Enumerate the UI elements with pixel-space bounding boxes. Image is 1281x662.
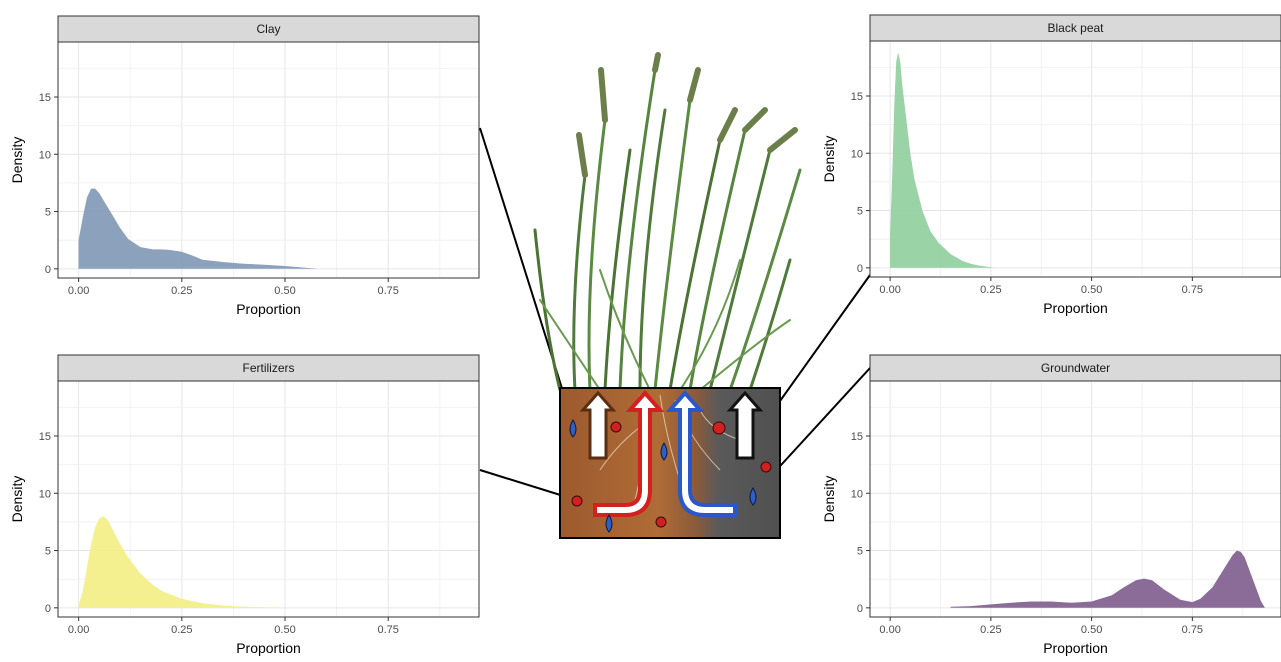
x-tick-label: 0.00 — [68, 624, 89, 636]
y-tick-label: 5 — [857, 546, 863, 558]
y-tick-label: 5 — [45, 546, 51, 558]
panel-clay: Clay 0.00 0.25 0.50 0.75 0 5 10 15 Proportion Dens… — [9, 15, 480, 317]
panel-title: Black peat — [1047, 21, 1104, 35]
arrow-black-icon — [726, 390, 764, 460]
density-panels: Clay 0.00 0.25 0.50 0.75 0 5 10 15 Proportion Dens… — [9, 14, 1281, 656]
y-tick-label: 5 — [857, 206, 863, 218]
x-tick-label: 0.25 — [171, 624, 192, 636]
x-tick-label: 0.25 — [980, 284, 1001, 296]
x-tick-label: 0.25 — [171, 285, 192, 297]
density-area-clay — [78, 188, 318, 269]
y-tick-label: 15 — [851, 431, 863, 443]
nutrient-dot-icon — [610, 421, 622, 433]
x-tick-label: 0.00 — [68, 285, 89, 297]
panel-strip — [869, 354, 1281, 382]
plot-border — [869, 380, 1281, 618]
y-axis-label: Density — [9, 137, 25, 184]
x-tick-label: 0.50 — [274, 285, 295, 297]
grass-plant-icon — [533, 52, 802, 392]
panel-black-peat: Black peat 0.00 0.25 0.50 0.75 0 5 10 15 Proporti… — [821, 14, 1281, 316]
x-tick-label: 0.50 — [1081, 284, 1102, 296]
panel-strip — [57, 15, 480, 43]
y-tick-label: 0 — [857, 603, 863, 615]
water-drop-icon — [605, 514, 613, 533]
x-axis-label: Proportion — [236, 640, 301, 656]
x-tick-label: 0.75 — [1182, 284, 1203, 296]
plot-area — [58, 42, 479, 278]
y-tick-label: 10 — [851, 148, 863, 160]
y-axis-label: Density — [821, 476, 837, 523]
water-drop-icon — [749, 487, 757, 506]
gridlines — [58, 42, 479, 278]
x-axis-label: Proportion — [1043, 300, 1108, 316]
y-tick-label: 10 — [39, 488, 51, 500]
panel-fertilizers: Fertilizers 0.00 0.25 0.50 0.75 0 5 10 15 Proport… — [9, 354, 480, 656]
y-tick-label: 10 — [39, 149, 51, 161]
gridlines — [870, 41, 1281, 277]
x-axis-label: Proportion — [236, 301, 301, 317]
water-drops — [569, 419, 757, 533]
gridlines — [870, 381, 1281, 617]
y-tick-label: 0 — [857, 263, 863, 275]
x-tick-label: 0.50 — [1081, 624, 1102, 636]
y-axis-label: Density — [9, 476, 25, 523]
y-tick-label: 10 — [851, 488, 863, 500]
arrow-up-icon — [579, 390, 617, 460]
x-tick-label: 0.00 — [879, 284, 900, 296]
connector-black-peat — [769, 274, 871, 416]
density-area-groundwater — [950, 550, 1265, 608]
y-tick-label: 15 — [39, 431, 51, 443]
nutrient-dot-icon — [655, 516, 667, 528]
water-drop-icon — [660, 442, 668, 461]
arrow-red-icon — [593, 389, 665, 517]
panel-groundwater: Groundwater 0.00 0.25 0.50 0.75 0 5 10 15 Proport… — [821, 354, 1281, 656]
x-tick-label: 0.25 — [980, 624, 1001, 636]
density-area-black-peat — [890, 52, 995, 268]
y-tick-label: 0 — [45, 603, 51, 615]
x-axis-label: Proportion — [1043, 640, 1108, 656]
gridlines — [58, 381, 479, 617]
y-tick-label: 15 — [851, 91, 863, 103]
y-tick-label: 5 — [45, 207, 51, 219]
panel-title: Fertilizers — [242, 361, 294, 375]
arrow-blue-icon — [665, 389, 737, 517]
plant-soil-illustration — [533, 52, 802, 539]
x-tick-label: 0.75 — [1182, 624, 1203, 636]
flow-arrows — [579, 389, 764, 517]
panel-strip — [869, 14, 1281, 42]
panel-title: Groundwater — [1041, 361, 1110, 375]
plot-border — [57, 380, 480, 618]
panel-title: Clay — [256, 22, 280, 36]
x-tick-label: 0.75 — [377, 285, 398, 297]
plot-area — [870, 381, 1281, 617]
nutrient-dot-icon — [571, 495, 583, 507]
plot-border — [869, 40, 1281, 278]
x-tick-label: 0.50 — [274, 624, 295, 636]
nutrient-dot-icon — [760, 461, 772, 473]
water-drop-icon — [569, 419, 577, 438]
y-axis-label: Density — [821, 136, 837, 183]
x-tick-label: 0.00 — [879, 624, 900, 636]
panel-strip — [57, 354, 480, 382]
y-tick-label: 0 — [45, 264, 51, 276]
x-tick-label: 0.75 — [377, 624, 398, 636]
plot-border — [57, 41, 480, 279]
plot-area — [870, 41, 1281, 277]
density-area-fertilizers — [78, 516, 285, 608]
nutrient-dot-icon — [712, 421, 726, 435]
y-tick-label: 15 — [39, 92, 51, 104]
connector-fertilizers — [479, 469, 571, 499]
nutrient-dots — [571, 421, 772, 528]
